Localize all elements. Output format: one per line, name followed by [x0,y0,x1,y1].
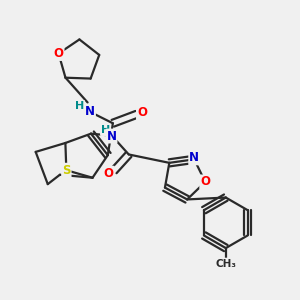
Text: S: S [62,164,70,177]
Text: N: N [85,105,95,118]
Text: O: O [54,47,64,60]
Text: N: N [106,130,116,142]
Text: H: H [75,101,84,111]
Text: O: O [104,167,114,180]
Text: O: O [200,176,210,188]
Text: H: H [101,125,110,135]
Text: O: O [137,106,147,119]
Text: N: N [189,152,199,164]
Text: CH₃: CH₃ [215,259,236,269]
